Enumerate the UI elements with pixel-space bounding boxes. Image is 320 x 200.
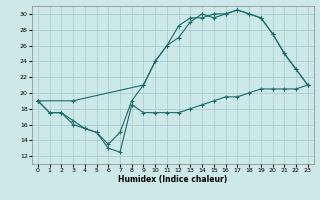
X-axis label: Humidex (Indice chaleur): Humidex (Indice chaleur) (118, 175, 228, 184)
